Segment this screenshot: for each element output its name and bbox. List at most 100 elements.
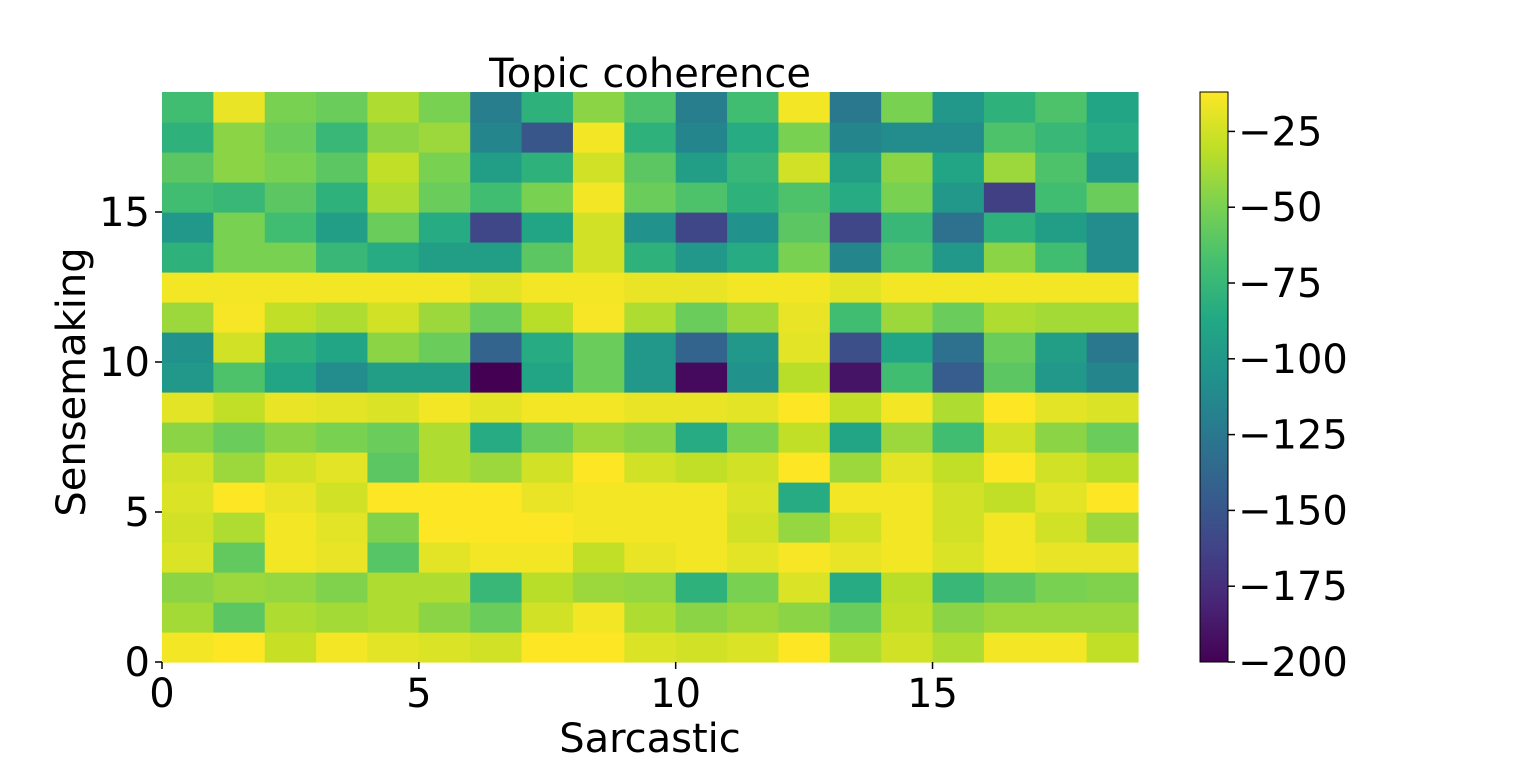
heatmap-cell [778,422,831,453]
heatmap-cell [264,332,317,363]
heatmap-cell [881,212,934,243]
heatmap-cell [624,362,677,393]
heatmap-cell [932,512,985,543]
heatmap-cell [162,302,214,333]
heatmap-cell [470,272,523,303]
heatmap-cell [162,182,214,213]
heatmap-cell [367,152,420,183]
heatmap-cell [778,332,831,363]
heatmap-cell [624,152,677,183]
heatmap-cell [675,302,728,333]
heatmap-cell [1035,212,1088,243]
heatmap-cell [881,182,934,213]
y-tick-label: 0 [125,640,150,686]
heatmap-cell [367,542,420,573]
heatmap-cell [162,512,214,543]
heatmap-cell [778,152,831,183]
heatmap-cell [162,482,214,513]
heatmap-cell [727,242,780,273]
heatmap-cell [572,482,625,513]
heatmap-cell [521,332,574,363]
heatmap-cell [572,92,625,123]
heatmap-cell [727,572,780,603]
heatmap-cell [213,122,266,153]
heatmap-cell [162,392,214,423]
heatmap-cell [778,122,831,153]
heatmap-cell [521,362,574,393]
heatmap-cell [418,602,471,633]
heatmap-cell [1086,92,1139,123]
heatmap-cell [624,242,677,273]
heatmap-cell [778,572,831,603]
heatmap-cell [1035,452,1088,483]
heatmap-cell [521,452,574,483]
heatmap-cell [983,602,1036,633]
heatmap-cell [316,212,369,243]
heatmap-cell [264,422,317,453]
heatmap-cell [418,572,471,603]
heatmap-cell [727,302,780,333]
heatmap-cell [624,422,677,453]
heatmap-cell [881,572,934,603]
heatmap-cell [521,122,574,153]
heatmap-cell [675,572,728,603]
heatmap-cell [213,632,266,663]
heatmap-cell [213,512,266,543]
heatmap-cell [162,452,214,483]
heatmap-cell [675,212,728,243]
heatmap-cell [572,122,625,153]
heatmap-cell [470,392,523,423]
heatmap-cell [675,602,728,633]
heatmap-cell [675,272,728,303]
heatmap-cell [162,212,214,243]
heatmap-cell [521,242,574,273]
heatmap-cell [521,182,574,213]
heatmap-cell [1035,632,1088,663]
heatmap-cell [932,122,985,153]
heatmap-cell [778,92,831,123]
heatmap-cell [470,242,523,273]
heatmap-cell [213,572,266,603]
heatmap-cell [829,632,882,663]
heatmap-cell [316,182,369,213]
heatmap-cell [418,452,471,483]
heatmap-cell [1035,302,1088,333]
heatmap-cell [367,452,420,483]
colorbar-tick-label: −200 [1238,640,1348,686]
heatmap-cell [932,542,985,573]
heatmap-cell [572,422,625,453]
heatmap-cell [1035,332,1088,363]
heatmap-cell [367,512,420,543]
heatmap-cell [778,632,831,663]
heatmap-cell [932,182,985,213]
heatmap-cell [264,92,317,123]
heatmap-cell [1086,152,1139,183]
heatmap-cell [1086,302,1139,333]
heatmap-cell [418,422,471,453]
heatmap-cell [624,182,677,213]
heatmap-cell [264,572,317,603]
heatmap-cell [881,302,934,333]
heatmap-cell [521,602,574,633]
heatmap-cell [727,542,780,573]
heatmap-cell [727,182,780,213]
heatmap-cell [983,272,1036,303]
heatmap-cell [829,152,882,183]
heatmap-cell [675,632,728,663]
heatmap-cell [983,482,1036,513]
heatmap-cell [675,92,728,123]
heatmap-cell [829,332,882,363]
heatmap-cell [1086,542,1139,573]
heatmap-cell [829,362,882,393]
heatmap-cell [521,632,574,663]
heatmap-cell [881,632,934,663]
heatmap-cell [1086,242,1139,273]
heatmap-cell [470,422,523,453]
heatmap-cell [829,422,882,453]
heatmap-cell [213,362,266,393]
heatmap-cell [264,152,317,183]
heatmap-cell [367,302,420,333]
heatmap-cell [572,302,625,333]
heatmap-cell [572,362,625,393]
heatmap-cell [829,182,882,213]
